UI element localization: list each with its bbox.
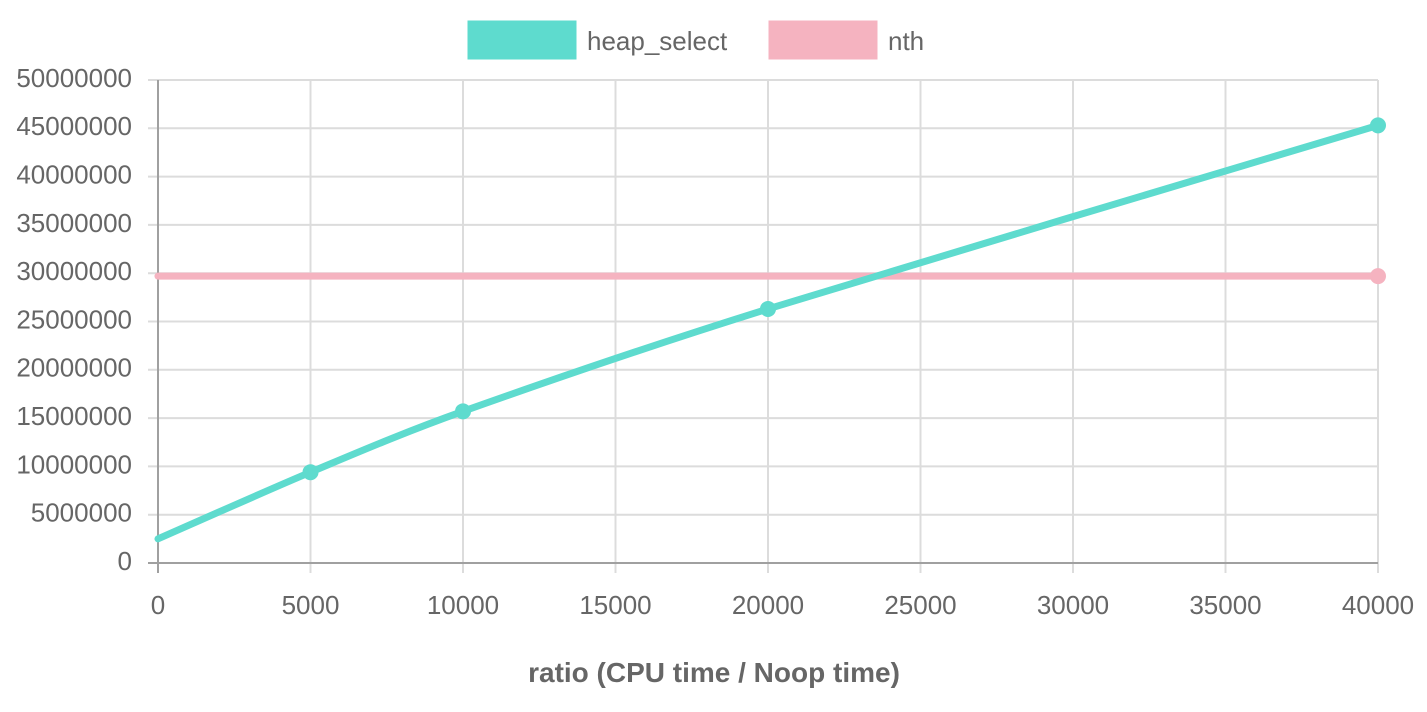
series-line-heap-select[interactable] (154, 121, 1382, 543)
y-tick-label: 25000000 (16, 304, 132, 334)
axes (148, 80, 1378, 573)
x-tick-label: 10000 (427, 590, 499, 620)
grid-lines (148, 79, 1379, 573)
x-tick-label: 40000 (1342, 590, 1414, 620)
x-tick-label: 25000 (884, 590, 956, 620)
legend-swatch-heap-select[interactable] (467, 20, 577, 60)
y-tick-label: 45000000 (16, 111, 132, 141)
y-tick-label: 20000000 (16, 353, 132, 383)
y-tick-label: 50000000 (16, 63, 132, 93)
data-point-heap-select[interactable] (455, 403, 471, 420)
x-tick-label: 0 (151, 590, 165, 620)
y-tick-label: 30000000 (16, 256, 132, 286)
y-tick-label: 5000000 (31, 498, 132, 528)
x-tick-label: 30000 (1037, 590, 1109, 620)
data-point-heap-select[interactable] (760, 300, 776, 317)
data-series (154, 117, 1386, 543)
x-tick-label: 5000 (282, 590, 340, 620)
legend: heap_select nth (467, 20, 924, 60)
legend-label-heap-select[interactable]: heap_select (587, 26, 728, 56)
data-point-nth[interactable] (1370, 268, 1386, 285)
x-tick-label: 35000 (1189, 590, 1261, 620)
data-point-heap-select[interactable] (302, 464, 319, 481)
legend-swatch-nth[interactable] (768, 20, 878, 60)
y-tick-label: 0 (118, 546, 132, 576)
y-axis-ticks: 0 5000000 10000000 15000000 20000000 25000000… (16, 63, 132, 576)
x-axis-ticks: 0 5000 10000 15000 20000 25000 30000 35000 40000 (151, 590, 1414, 620)
data-point-heap-select[interactable] (1370, 117, 1386, 134)
y-tick-label: 40000000 (16, 159, 132, 189)
x-tick-label: 20000 (732, 590, 804, 620)
legend-label-nth[interactable]: nth (888, 26, 924, 56)
x-tick-label: 15000 (579, 590, 651, 620)
y-tick-label: 10000000 (16, 449, 132, 479)
x-axis-title: ratio (CPU time / Noop time) (528, 657, 900, 688)
y-tick-label: 35000000 (16, 208, 132, 238)
y-tick-label: 15000000 (16, 401, 132, 431)
